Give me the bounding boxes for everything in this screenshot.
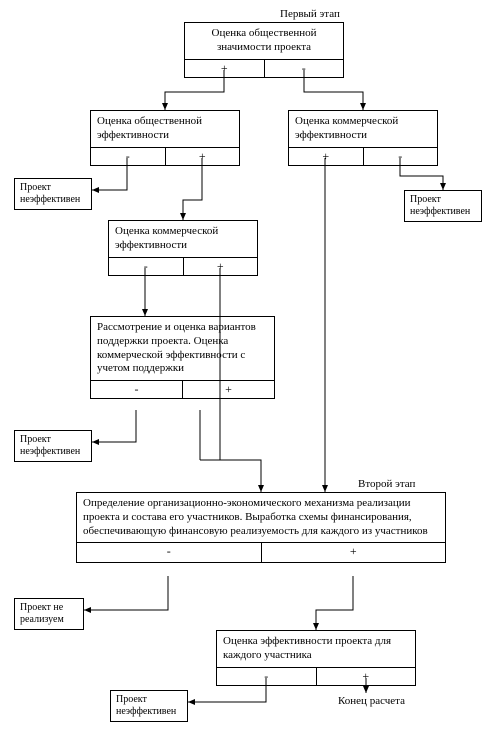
flowchart-canvas: Первый этап Второй этап Конец расчета Оц… bbox=[0, 0, 504, 734]
split-left: - bbox=[91, 148, 165, 165]
terminal-ineffective-1: Проект неэффективен bbox=[14, 178, 92, 210]
terminal-ineffective-3: Проект неэффективен bbox=[14, 430, 92, 462]
split-left: + bbox=[185, 60, 264, 77]
split-right: - bbox=[264, 60, 344, 77]
node-split: - + bbox=[109, 257, 257, 275]
node-split: + - bbox=[185, 59, 343, 77]
node-commercial-effectiveness-right: Оценка коммерческой эффективности + - bbox=[288, 110, 438, 166]
node-support-options: Рассмотрение и оценка вариантов поддержк… bbox=[90, 316, 275, 399]
node-label: Определение организационно-экономическог… bbox=[77, 493, 445, 542]
node-label: Оценка эффективности проекта для каждого… bbox=[217, 631, 415, 667]
split-right: + bbox=[183, 258, 258, 275]
node-social-significance: Оценка общественной значимости проекта +… bbox=[184, 22, 344, 78]
node-split: - + bbox=[217, 667, 415, 685]
split-right: + bbox=[165, 148, 240, 165]
end-label: Конец расчета bbox=[338, 695, 405, 707]
node-participant-effectiveness: Оценка эффективности проекта для каждого… bbox=[216, 630, 416, 686]
split-right: + bbox=[261, 543, 446, 562]
node-split: + - bbox=[289, 147, 437, 165]
split-right: + bbox=[182, 381, 274, 398]
node-commercial-effectiveness-left: Оценка коммерческой эффективности - + bbox=[108, 220, 258, 276]
node-split: - + bbox=[91, 147, 239, 165]
split-left: - bbox=[77, 543, 261, 562]
node-label: Оценка коммерческой эффективности bbox=[109, 221, 257, 257]
split-left: + bbox=[289, 148, 363, 165]
node-label: Рассмотрение и оценка вариантов поддержк… bbox=[91, 317, 274, 380]
node-label: Оценка коммерческой эффективности bbox=[289, 111, 437, 147]
terminal-ineffective-2: Проект неэффективен bbox=[404, 190, 482, 222]
node-label: Оценка общественной значимости проекта bbox=[185, 23, 343, 59]
node-label: Оценка общественной эффективности bbox=[91, 111, 239, 147]
node-split: - + bbox=[77, 542, 445, 562]
split-left: - bbox=[109, 258, 183, 275]
node-split: - + bbox=[91, 380, 274, 398]
split-right: + bbox=[316, 668, 416, 685]
terminal-not-feasible: Проект не реализуем bbox=[14, 598, 84, 630]
stage1-label: Первый этап bbox=[280, 8, 340, 20]
node-org-econ-mechanism: Определение организационно-экономическог… bbox=[76, 492, 446, 563]
split-left: - bbox=[91, 381, 182, 398]
split-left: - bbox=[217, 668, 316, 685]
split-right: - bbox=[363, 148, 438, 165]
terminal-ineffective-5: Проект неэффективен bbox=[110, 690, 188, 722]
node-social-effectiveness: Оценка общественной эффективности - + bbox=[90, 110, 240, 166]
stage2-label: Второй этап bbox=[358, 478, 415, 490]
